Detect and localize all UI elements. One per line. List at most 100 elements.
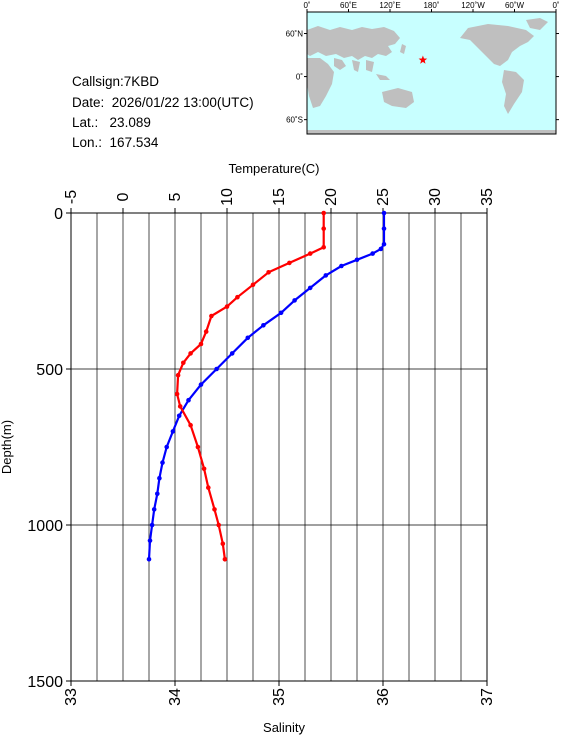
depth-axis-label: Depth(m) xyxy=(0,420,14,474)
salinity-profile-point xyxy=(321,210,327,216)
temperature-profile-point xyxy=(151,507,157,512)
temperature-profile-point xyxy=(155,491,160,497)
salinity-profile-point xyxy=(216,522,221,528)
location-map: 0˚ 60˚E 120˚E 180˚ 120˚W 60˚W 0˚ 60˚N 0˚ 60˚S xyxy=(286,1,560,135)
temperature-profile-point xyxy=(214,366,219,372)
map-lon-tick-label: 60˚W xyxy=(505,1,525,10)
temperature-profile-point xyxy=(229,351,235,356)
temperature-profile-point xyxy=(245,335,251,341)
profile-chart: -5 0 5 10 15 20 25 30 35 33 34 35 36 37 050010001500… xyxy=(0,161,496,735)
temperature-tick-label: 5 xyxy=(167,192,184,201)
salinity-profile-point xyxy=(201,466,207,472)
land-se-asia xyxy=(366,60,390,80)
station-marker xyxy=(418,55,428,64)
temperature-profile-point xyxy=(198,382,204,387)
temperature-tick-label: 35 xyxy=(479,188,496,206)
salinity-profile-point xyxy=(235,294,240,300)
temperature-profile-point xyxy=(339,263,344,269)
lat-value: 23.089 xyxy=(109,115,151,130)
salinity-tick-label: 33 xyxy=(63,688,80,706)
salinity-profile-point xyxy=(266,270,271,275)
salinity-profile-point xyxy=(307,251,313,256)
temperature-profile-point xyxy=(354,257,360,263)
salinity-profile-point xyxy=(321,226,327,231)
land-eurasia-west xyxy=(307,26,400,60)
land-australia xyxy=(382,88,414,108)
temperature-profile-point xyxy=(381,241,387,247)
salinity-profile-point xyxy=(203,329,209,334)
map-lat-tick-label: 60˚N xyxy=(286,30,304,39)
map-lon-tick-label: 180˚ xyxy=(423,1,439,10)
temperature-profile-point xyxy=(176,413,182,419)
depth-tick-label: 0 xyxy=(54,206,63,223)
salinity-profile-point xyxy=(222,557,228,562)
salinity-profile-point xyxy=(321,245,327,250)
depth-tick-label: 1000 xyxy=(27,518,63,535)
salinity-profile-point xyxy=(198,341,204,347)
salinity-profile-point xyxy=(181,360,186,366)
salinity-profile-point xyxy=(175,372,181,378)
temperature-profile-point xyxy=(381,210,387,216)
grid-lines xyxy=(71,213,487,681)
temperature-profile-point xyxy=(157,475,162,481)
series-layer xyxy=(146,210,387,562)
map-lon-tick-label: 60˚E xyxy=(340,1,357,10)
map-lon-tick-label: 120˚W xyxy=(461,1,485,10)
callsign-label: Callsign: xyxy=(72,74,124,89)
salinity-profile-point xyxy=(209,313,214,319)
temperature-profile-point xyxy=(381,226,387,231)
temperature-tick-label: 25 xyxy=(375,188,392,206)
salinity-profile-point xyxy=(224,304,230,309)
map-lon-ticks: 0˚ 60˚E 120˚E 180˚ 120˚W 60˚W 0˚ xyxy=(303,1,560,12)
map-land xyxy=(307,18,556,134)
map-lon-tick-label: 120˚E xyxy=(379,1,400,10)
salinity-profile-point xyxy=(174,391,180,397)
lon-label: Lon.: xyxy=(72,135,103,150)
map-lon-tick-label: 0˚ xyxy=(303,1,310,10)
salinity-profile-point xyxy=(206,485,211,490)
date-label: Date: xyxy=(72,95,105,110)
salinity-profile-point xyxy=(188,422,193,428)
land-antarctica xyxy=(307,130,556,134)
lon-line: Lon.: 167.534 xyxy=(72,135,158,151)
temperature-tick-label: -5 xyxy=(63,190,80,204)
temperature-profile-point xyxy=(292,298,297,303)
temperature-axis: -5 0 5 10 15 20 25 30 35 xyxy=(63,188,496,213)
temperature-axis-label: Temperature(C) xyxy=(228,161,319,176)
land-arabia-india xyxy=(334,58,360,72)
temperature-profile-line xyxy=(147,213,386,560)
temperature-profile-point xyxy=(261,323,266,328)
land-africa xyxy=(307,58,334,108)
salinity-profile-point xyxy=(195,444,201,450)
depth-tick-label: 500 xyxy=(36,362,63,379)
salinity-profile-point xyxy=(220,541,226,546)
station-star xyxy=(418,55,428,64)
salinity-tick-label: 34 xyxy=(167,688,184,706)
callsign-value: 7KBD xyxy=(123,74,160,89)
salinity-tick-label: 35 xyxy=(271,688,288,706)
salinity-profile-point xyxy=(188,351,193,356)
land-japan xyxy=(400,44,406,54)
temperature-profile-point xyxy=(307,285,313,291)
map-lat-ticks: 60˚N 0˚ 60˚S xyxy=(286,30,559,125)
temperature-profile-point xyxy=(278,310,284,316)
temperature-profile-point xyxy=(378,246,384,252)
lat-line: Lat.: 23.089 xyxy=(72,115,151,131)
map-lat-tick-label: 0˚ xyxy=(296,73,303,82)
map-lat-tick-label: 60˚S xyxy=(286,116,303,125)
salinity-axis-label: Salinity xyxy=(263,720,305,735)
salinity-tick-label: 36 xyxy=(375,688,392,706)
map-lon-tick-label: 0˚ xyxy=(552,1,559,10)
callsign-line: Callsign:7KBD xyxy=(72,74,159,90)
temperature-profile-point xyxy=(146,557,152,562)
temperature-tick-label: 0 xyxy=(115,192,132,201)
land-north-america xyxy=(460,24,534,66)
temperature-tick-label: 15 xyxy=(271,188,288,206)
salinity-profile-point xyxy=(250,282,256,288)
salinity-profile-point xyxy=(177,404,183,409)
temperature-tick-label: 30 xyxy=(427,188,444,206)
lon-value: 167.534 xyxy=(109,135,159,150)
salinity-tick-label: 37 xyxy=(479,688,496,706)
salinity-profile-point xyxy=(212,507,217,512)
